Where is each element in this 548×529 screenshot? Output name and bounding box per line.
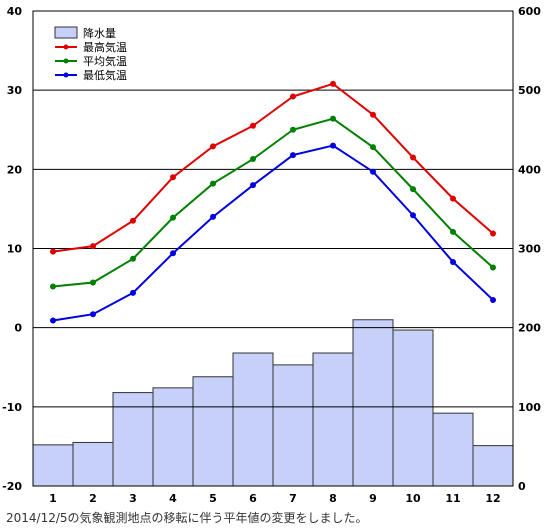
precipitation-bar [432,412,474,487]
precipitation-bar [72,441,114,487]
left-axis-tick-label: -20 [2,480,22,493]
x-axis-tick-label: 1 [49,492,57,505]
temperature-line [52,82,494,253]
legend-label: 平均気温 [83,54,127,68]
x-axis-tick-label: 6 [249,492,257,505]
temperature-point [130,217,136,224]
temperature-point [410,212,416,219]
temperature-point [90,279,96,286]
precipitation-bar [152,387,194,487]
temperature-point [170,214,176,221]
temperature-line [52,117,494,288]
temperature-point [330,115,336,122]
temperature-point [170,174,176,181]
right-axis-tick-label: 600 [518,5,541,18]
x-axis-tick-label: 3 [129,492,137,505]
legend-swatch-precipitation [54,26,78,39]
left-axis-tick-label: 30 [7,84,23,97]
precipitation-bar [112,392,154,487]
temperature-point [210,213,216,220]
x-axis-tick-label: 5 [209,492,217,505]
temperature-point [210,180,216,187]
temperature-point [250,122,256,129]
x-axis-tick-label: 9 [369,492,377,505]
legend-label: 最高気温 [83,40,127,54]
temperature-point [50,248,56,255]
legend-label: 降水量 [83,26,116,40]
temperature-point [50,317,56,324]
temperature-point [450,228,456,235]
temperature-point [370,144,376,151]
temperature-point [170,250,176,257]
temperature-point [330,80,336,87]
temperature-point [370,111,376,118]
legend-marker [63,58,69,64]
x-axis-tick-label: 2 [89,492,97,505]
temperature-point [370,168,376,175]
temperature-line [52,144,494,322]
temperature-point [290,152,296,159]
precipitation-bar [312,352,354,487]
temperature-point [50,283,56,290]
temperature-point [490,230,496,237]
right-axis-tick-label: 400 [518,163,541,176]
temperature-point [330,142,336,149]
left-axis-tick-label: 40 [7,5,23,18]
x-axis-tick-label: 11 [445,492,460,505]
x-axis-tick-label: 7 [289,492,297,505]
precipitation-bar [472,445,514,487]
precipitation-bar [392,329,434,487]
left-axis-tick-label: 10 [7,243,23,256]
temperature-point [450,258,456,265]
temperature-point [490,296,496,303]
right-axis-tick-label: 300 [518,243,541,256]
footnote: 2014/12/5の気象観測地点の移転に伴う平年値の変更をしました。 [6,511,368,525]
temperature-point [490,264,496,271]
legend-label: 最低気温 [83,68,127,82]
plot-frame [32,10,514,487]
left-axis-tick-label: -10 [2,401,22,414]
precipitation-bar [272,364,314,487]
temperature-point [210,143,216,150]
right-axis-tick-label: 200 [518,322,541,335]
precipitation-bar [192,376,234,487]
right-axis-tick-label: 500 [518,84,541,97]
x-axis-tick-label: 10 [405,492,421,505]
left-axis-tick-label: 0 [14,322,22,335]
temperature-point [250,182,256,189]
temperature-point [410,186,416,193]
precipitation-bar [32,444,74,487]
temperature-point [90,311,96,318]
legend-marker [63,44,69,50]
temperature-point [130,255,136,262]
left-axis-tick-label: 20 [7,163,23,176]
temperature-point [410,154,416,161]
temperature-point [450,195,456,202]
legend-marker [63,72,69,78]
x-axis-tick-label: 12 [485,492,500,505]
right-axis-tick-label: 100 [518,401,541,414]
temperature-point [250,156,256,163]
precipitation-bar [352,319,394,487]
x-axis-tick-label: 8 [329,492,337,505]
right-axis-tick-label: 0 [518,480,526,493]
temperature-point [290,126,296,133]
precipitation-bar [232,352,274,487]
temperature-point [290,93,296,100]
x-axis-tick-label: 4 [169,492,177,505]
temperature-point [130,289,136,296]
temperature-point [90,243,96,250]
